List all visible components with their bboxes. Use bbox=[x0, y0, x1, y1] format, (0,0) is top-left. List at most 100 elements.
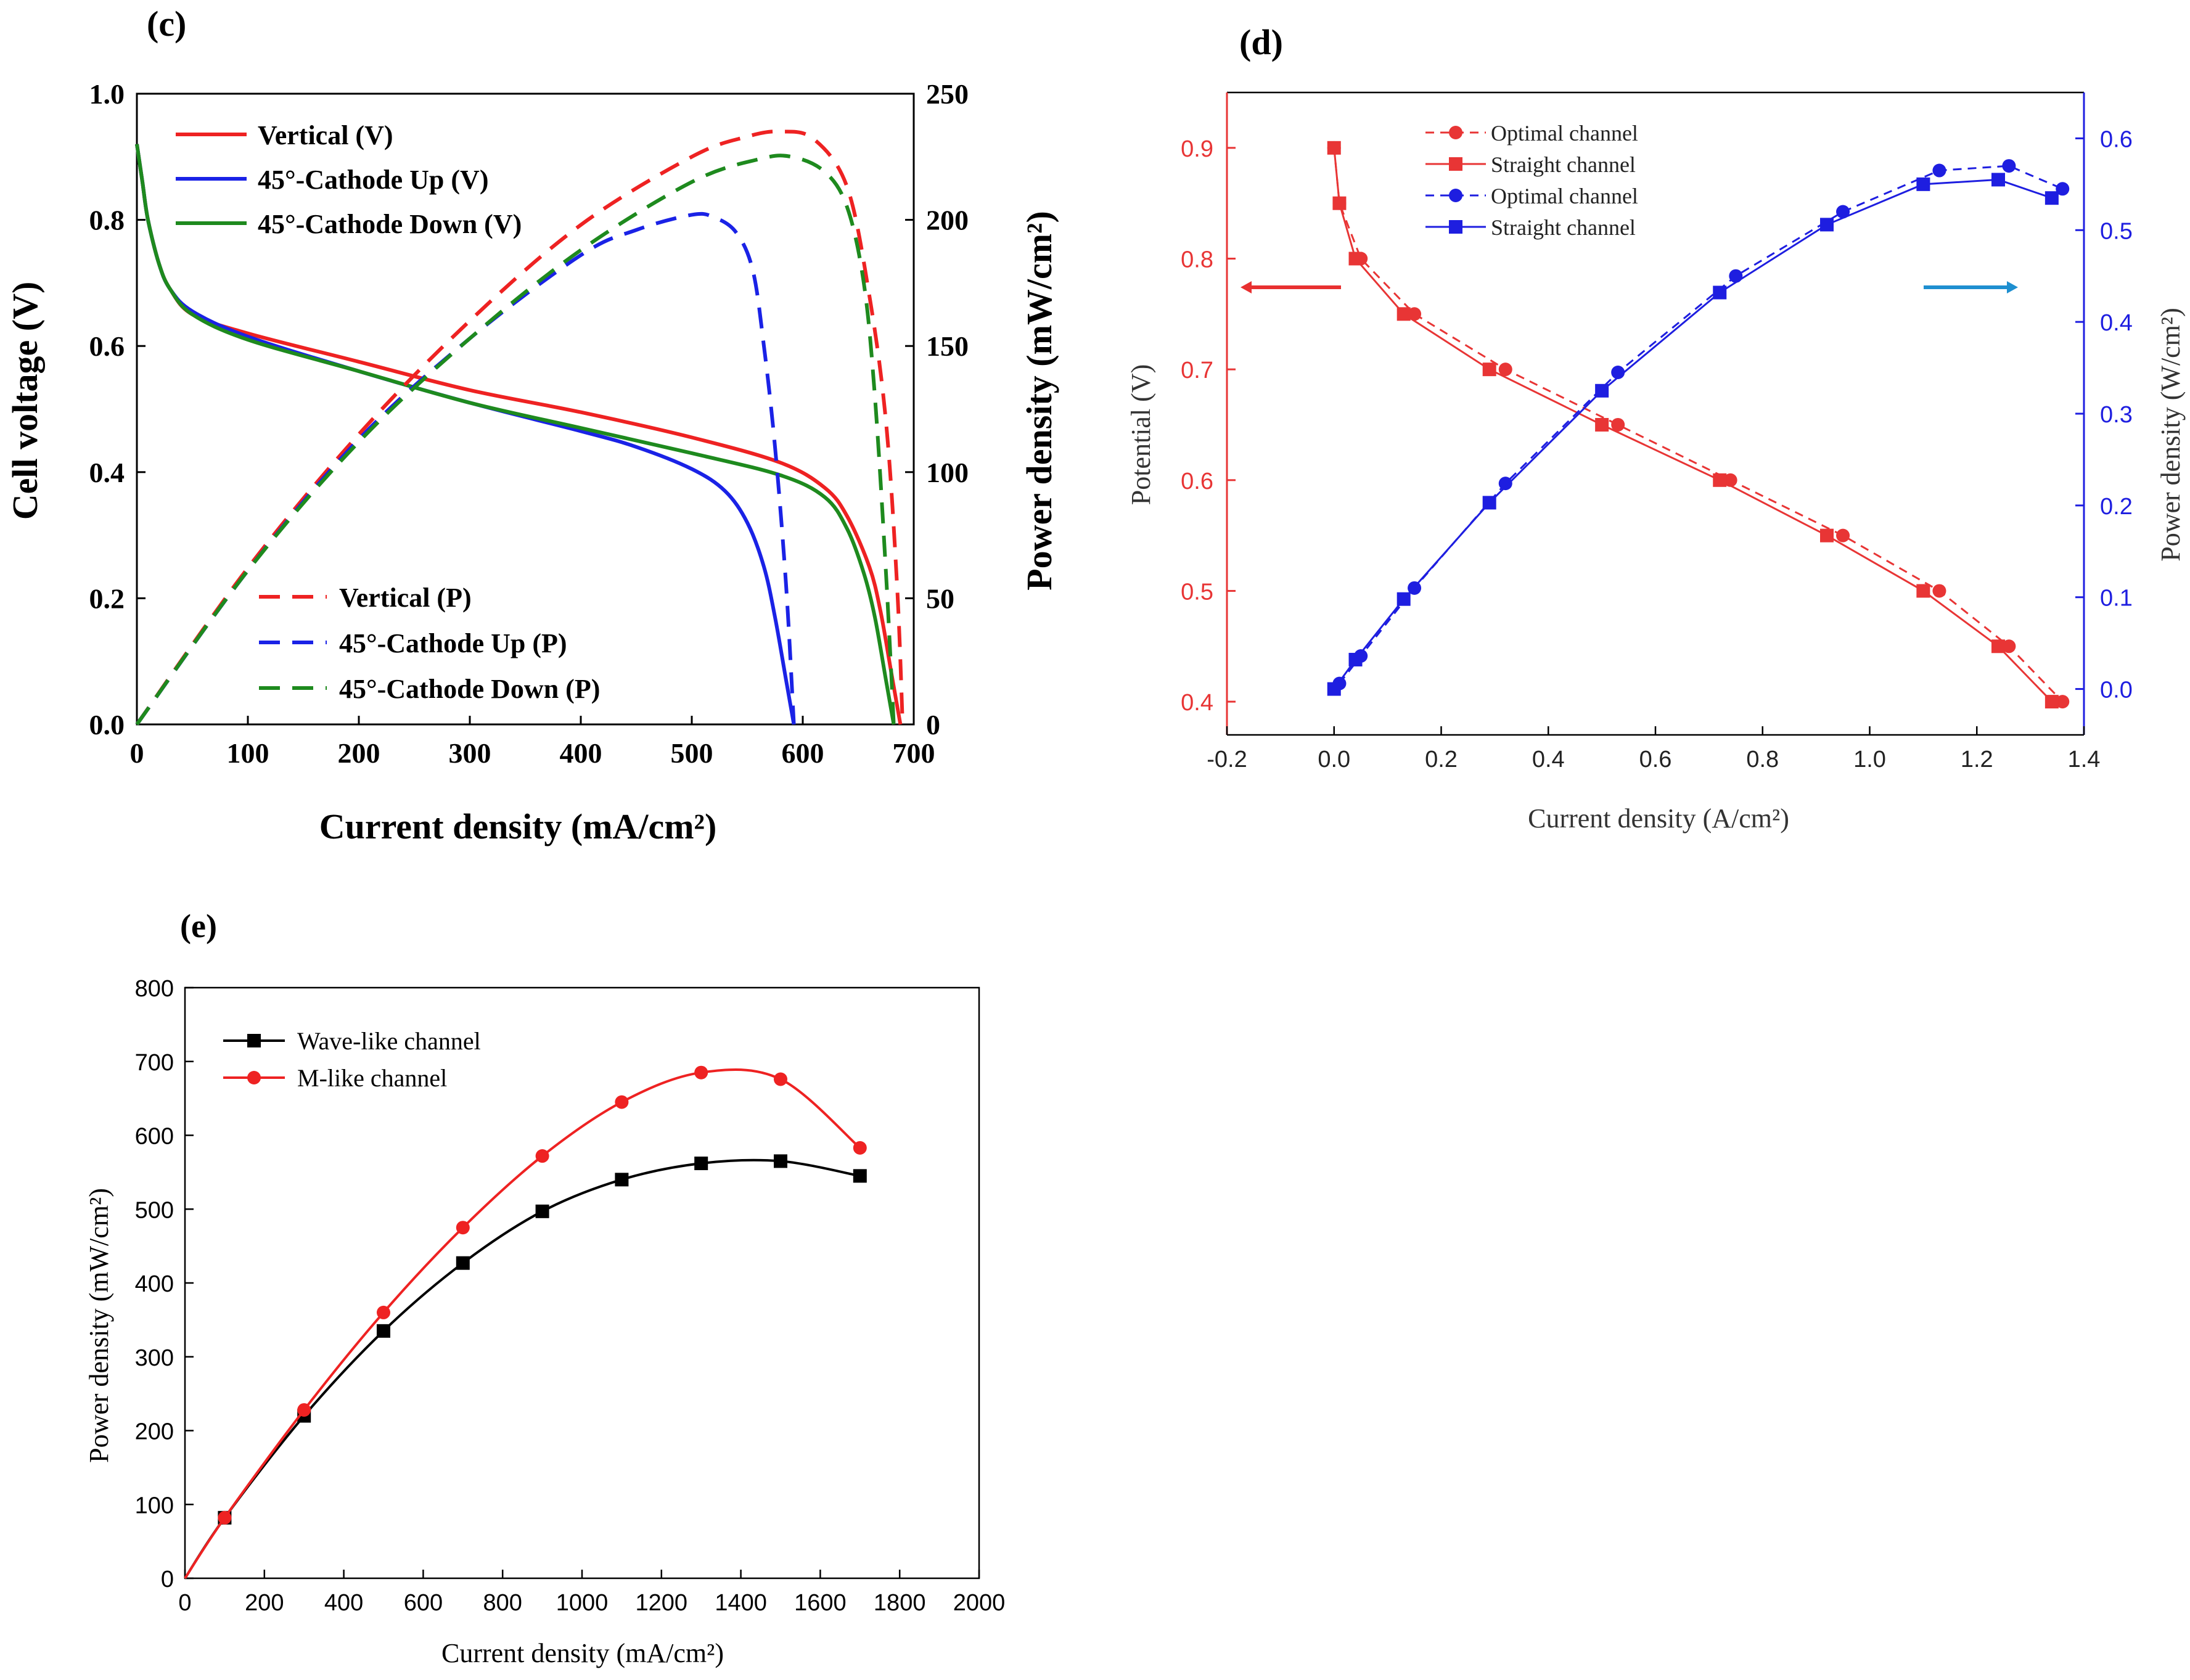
panel-d-data-point bbox=[1348, 252, 1363, 266]
panel-d-axes: -0.2 0.0 0.2 0.4 0.6 0.8 1.0 1.2 1.4 0.4 0.5 0.6 0.7… bbox=[1181, 91, 2133, 772]
panel-c-x-tick-label: 600 bbox=[782, 737, 824, 769]
panel-d-left-tick-label: 0.6 bbox=[1181, 469, 1213, 494]
panel-d-left-axis-label: Potential (V) bbox=[1126, 364, 1156, 506]
panel-d-data-point bbox=[1595, 383, 1609, 398]
panel-e-data-point bbox=[535, 1149, 549, 1163]
panel-d-data-point bbox=[1836, 528, 1850, 543]
panel-c-x-tick-label: 200 bbox=[338, 737, 380, 769]
panel-c-right-tick-label: 200 bbox=[926, 205, 969, 236]
panel-d-legend-marker bbox=[1449, 157, 1462, 171]
panel-d-legend-entry: Straight channel bbox=[1491, 215, 1636, 240]
panel-c-x-tick-label: 400 bbox=[560, 737, 602, 769]
panel-d-legend: Optimal channel Straight channel Optimal c… bbox=[1425, 121, 1638, 240]
panel-d-data-point bbox=[1611, 417, 1625, 432]
panel-c-x-tick-label: 500 bbox=[671, 737, 713, 769]
panel-d-data-point bbox=[2056, 182, 2070, 196]
panel-c-label: (c) bbox=[147, 4, 186, 44]
panel-d-x-tick-label: 1.2 bbox=[1961, 747, 1993, 772]
panel-d-data-point bbox=[1713, 285, 1727, 300]
panel-d-data-point bbox=[1932, 163, 1946, 178]
panel-c-legend-entry: 45°-Cathode Down (V) bbox=[258, 209, 522, 239]
panel-c-x-tick-label: 300 bbox=[449, 737, 491, 769]
panel-e-data-point bbox=[535, 1204, 549, 1218]
panel-c-left-tick-label: 0.4 bbox=[89, 457, 125, 488]
panel-c-x-axis-label: Current density (mA/cm²) bbox=[319, 806, 717, 846]
panel-e-chart: (e) 0 200 400 600 800 1000 1200 1400 1600 1800 200… bbox=[84, 908, 1005, 1668]
panel-d-data-point bbox=[1595, 417, 1609, 432]
panel-e-x-tick-label: 400 bbox=[324, 1590, 363, 1616]
panel-c-legend-entry: Vertical (V) bbox=[258, 120, 393, 150]
panel-d-data-point bbox=[1396, 592, 1411, 606]
panel-e-y-tick-label: 500 bbox=[135, 1197, 174, 1223]
panel-d-data-point bbox=[1482, 496, 1496, 510]
panel-c-legend: Vertical (V) 45°-Cathode Up (V) 45°-Cathod… bbox=[176, 120, 600, 704]
panel-d-data-point bbox=[1611, 366, 1625, 380]
panel-e-x-tick-label: 1600 bbox=[794, 1590, 847, 1616]
panel-d-series-line bbox=[1333, 147, 2064, 703]
panel-d-legend-marker bbox=[1449, 189, 1462, 202]
panel-d-right-tick-label: 0.4 bbox=[2100, 310, 2133, 336]
right-arrowhead-icon bbox=[2007, 281, 2018, 293]
panel-d-axis-arrows bbox=[1241, 281, 2018, 293]
panel-d-right-tick-label: 0.2 bbox=[2100, 494, 2133, 520]
panel-e-data-point bbox=[694, 1065, 708, 1080]
panel-e-y-tick-label: 600 bbox=[135, 1124, 174, 1150]
panel-d-series bbox=[1327, 141, 2070, 709]
panel-d-data-point bbox=[1916, 177, 1930, 191]
panel-c-right-tick-label: 250 bbox=[926, 78, 969, 110]
panel-d-data-point bbox=[1916, 584, 1930, 598]
panel-d-x-tick-label: 0.6 bbox=[1639, 747, 1672, 772]
panel-e-data-point bbox=[218, 1510, 232, 1525]
panel-d-legend-entry: Optimal channel bbox=[1491, 121, 1638, 145]
panel-d-right-tick-label: 0.1 bbox=[2100, 586, 2133, 612]
panel-c-axes: 0 100 200 300 400 500 600 7000.00.20.40.60.81.0… bbox=[89, 78, 969, 769]
panel-d-data-point bbox=[1498, 363, 1512, 377]
panel-e-legend-marker bbox=[247, 1071, 261, 1084]
panel-c-right-tick-label: 150 bbox=[926, 330, 969, 362]
panel-d-data-point bbox=[2056, 695, 2070, 709]
panel-e-x-tick-label: 0 bbox=[178, 1590, 191, 1616]
panel-e-x-tick-label: 1800 bbox=[874, 1590, 926, 1616]
panel-e-x-tick-label: 200 bbox=[245, 1590, 284, 1616]
panel-e-series-line bbox=[184, 1158, 861, 1580]
panel-d-data-point bbox=[1820, 218, 1834, 232]
panel-e-x-tick-label: 1400 bbox=[715, 1590, 767, 1616]
panel-d-legend-marker bbox=[1449, 126, 1462, 139]
panel-e-data-point bbox=[377, 1324, 390, 1338]
panel-c-legend-entry: 45°-Cathode Up (P) bbox=[339, 628, 567, 658]
panel-d-data-point bbox=[1332, 196, 1347, 210]
panel-e-data-point bbox=[774, 1072, 787, 1086]
panel-c-right-tick-label: 50 bbox=[926, 583, 954, 614]
panel-e-x-tick-label: 1000 bbox=[556, 1590, 609, 1616]
panel-c-left-tick-label: 1.0 bbox=[89, 78, 125, 110]
panel-d-data-point bbox=[1836, 205, 1850, 219]
panel-e-data-point bbox=[694, 1157, 708, 1171]
panel-d-data-point bbox=[1482, 363, 1496, 377]
panel-e-y-tick-label: 400 bbox=[135, 1271, 174, 1297]
panel-e-data-point bbox=[456, 1256, 470, 1270]
panel-e-y-tick-label: 800 bbox=[135, 976, 174, 1002]
panel-d-x-tick-label: 0.0 bbox=[1318, 747, 1350, 772]
panel-c-legend-entry: Vertical (P) bbox=[339, 583, 472, 613]
panel-e-x-tick-label: 600 bbox=[404, 1590, 443, 1616]
panel-e-y-axis-label: Power density (mW/cm²) bbox=[84, 1188, 114, 1463]
panel-c-legend-entry: 45°-Cathode Up (V) bbox=[258, 165, 488, 195]
panel-e-data-point bbox=[377, 1305, 390, 1319]
panel-c-series bbox=[135, 129, 904, 726]
panel-e-data-point bbox=[615, 1173, 629, 1187]
panel-d-x-axis-label: Current density (A/cm²) bbox=[1528, 803, 1789, 834]
panel-d-right-tick-label: 0.5 bbox=[2100, 218, 2133, 244]
panel-e-x-tick-label: 2000 bbox=[953, 1590, 1006, 1616]
panel-d-data-point bbox=[2002, 639, 2016, 654]
panel-d-data-point bbox=[1348, 652, 1363, 666]
panel-e-legend: Wave-like channel M-like channel bbox=[223, 1027, 481, 1092]
panel-e-series bbox=[184, 1065, 867, 1580]
panel-e-data-point bbox=[456, 1221, 470, 1235]
panel-c-x-tick-label: 0 bbox=[130, 737, 144, 769]
panel-e-x-axis-label: Current density (mA/cm²) bbox=[441, 1638, 724, 1668]
panel-c-right-axis-label: Power density (mW/cm²) bbox=[1019, 211, 1059, 591]
panel-e-y-tick-label: 100 bbox=[135, 1493, 174, 1518]
panel-c-series-line bbox=[135, 144, 896, 725]
panel-d-left-tick-label: 0.8 bbox=[1181, 247, 1213, 272]
panel-e-y-tick-label: 700 bbox=[135, 1050, 174, 1076]
